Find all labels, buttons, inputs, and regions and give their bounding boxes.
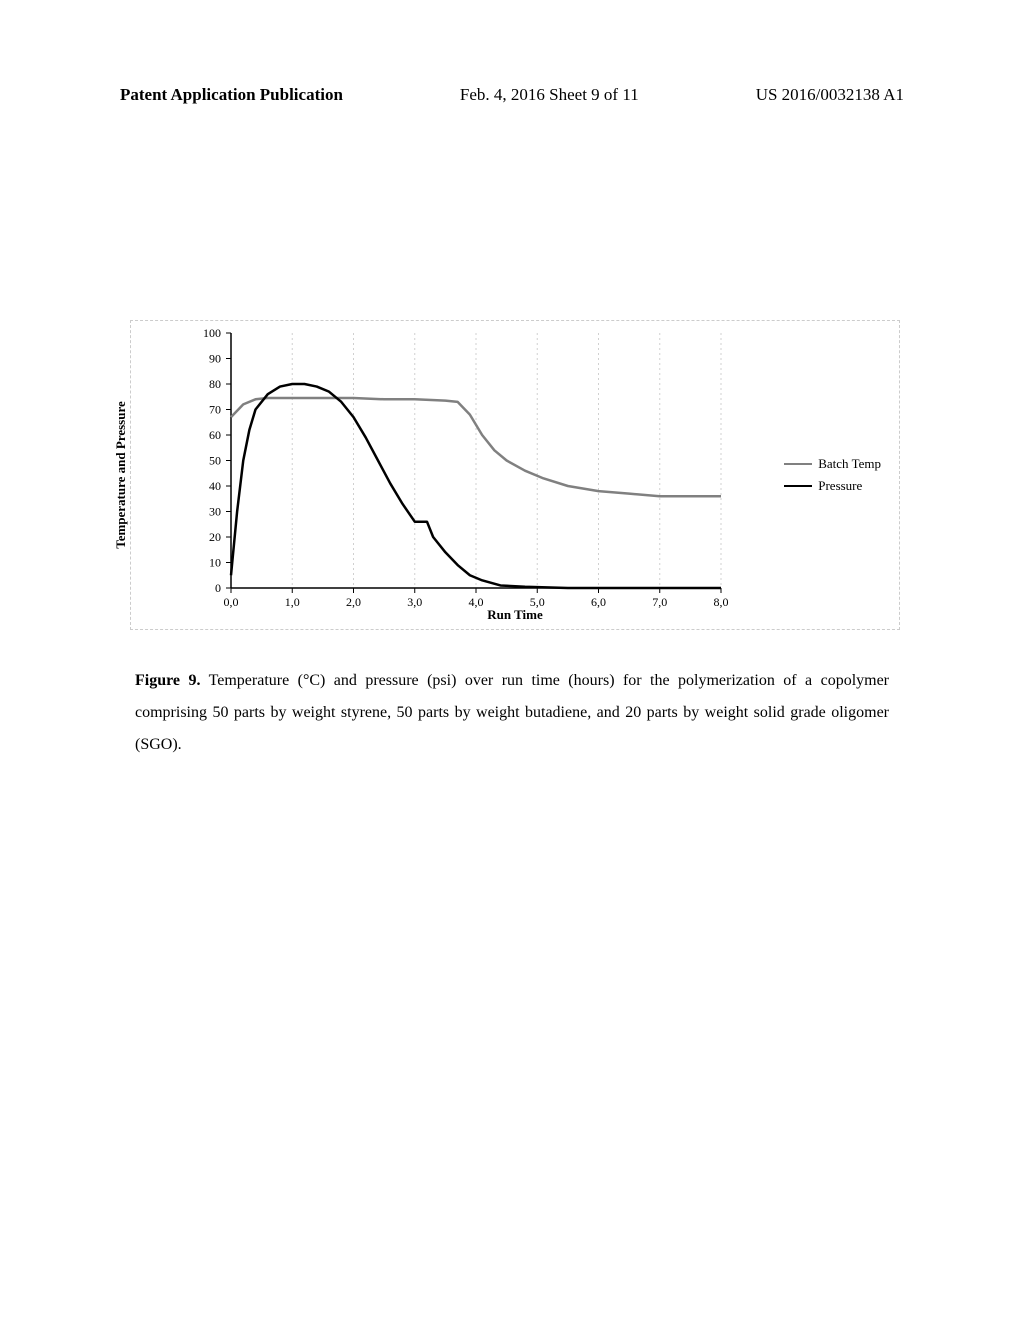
svg-text:3,0: 3,0 (407, 595, 422, 609)
svg-text:50: 50 (209, 454, 221, 468)
svg-text:0: 0 (215, 581, 221, 595)
header-left: Patent Application Publication (120, 85, 343, 105)
svg-text:60: 60 (209, 428, 221, 442)
svg-text:40: 40 (209, 479, 221, 493)
svg-text:90: 90 (209, 352, 221, 366)
page-header: Patent Application Publication Feb. 4, 2… (0, 85, 1024, 105)
header-center: Feb. 4, 2016 Sheet 9 of 11 (460, 85, 639, 105)
svg-text:4,0: 4,0 (469, 595, 484, 609)
svg-text:7,0: 7,0 (652, 595, 667, 609)
chart-svg: 0,01,02,03,04,05,06,07,08,00102030405060… (231, 333, 721, 588)
legend-swatch-pressure (784, 485, 812, 488)
x-axis-label: Run Time (487, 607, 543, 623)
svg-text:1,0: 1,0 (285, 595, 300, 609)
y-axis-label: Temperature and Pressure (113, 401, 129, 549)
legend-label-batch-temp: Batch Temp (818, 456, 881, 472)
legend-item-batch-temp: Batch Temp (784, 456, 881, 472)
svg-text:80: 80 (209, 377, 221, 391)
svg-text:6,0: 6,0 (591, 595, 606, 609)
svg-text:8,0: 8,0 (714, 595, 729, 609)
legend-item-pressure: Pressure (784, 478, 881, 494)
chart-container: Temperature and Pressure 0,01,02,03,04,0… (130, 320, 900, 630)
legend: Batch Temp Pressure (784, 456, 881, 500)
caption-text: Temperature (°C) and pressure (psi) over… (135, 672, 889, 753)
svg-text:10: 10 (209, 556, 221, 570)
svg-text:0,0: 0,0 (224, 595, 239, 609)
caption-label: Figure 9. (135, 672, 200, 689)
figure-caption: Figure 9. Temperature (°C) and pressure … (135, 665, 889, 761)
svg-text:2,0: 2,0 (346, 595, 361, 609)
svg-text:100: 100 (203, 326, 221, 340)
plot-area: 0,01,02,03,04,05,06,07,08,00102030405060… (231, 333, 721, 588)
svg-text:20: 20 (209, 530, 221, 544)
header-right: US 2016/0032138 A1 (756, 85, 904, 105)
legend-label-pressure: Pressure (818, 478, 862, 494)
svg-text:70: 70 (209, 403, 221, 417)
legend-swatch-batch-temp (784, 463, 812, 466)
svg-text:30: 30 (209, 505, 221, 519)
